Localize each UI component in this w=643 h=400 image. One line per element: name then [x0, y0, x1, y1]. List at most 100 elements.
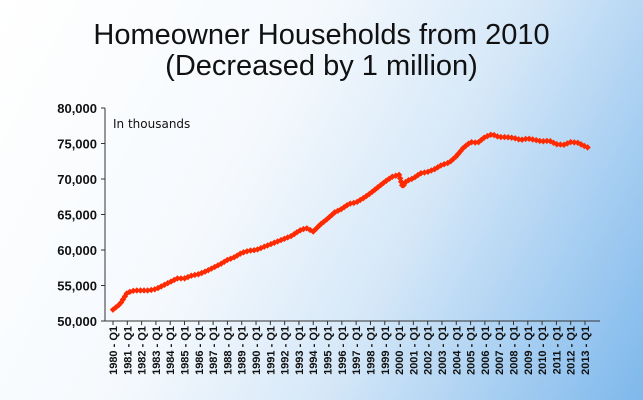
series-point-marker	[250, 246, 258, 254]
x-tick-label: 2003 - Q1	[437, 326, 449, 375]
x-tick-label: 1982 - Q1	[137, 326, 149, 375]
series-point-marker	[508, 134, 515, 141]
series-point-marker	[518, 136, 526, 143]
series-point-marker	[133, 287, 141, 294]
y-tick-label: 55,000	[57, 279, 97, 294]
series-point-marker	[353, 198, 361, 206]
x-tick-label: 1993 - Q1	[294, 326, 306, 375]
series-point-marker	[368, 188, 376, 196]
x-tick-label: 1992 - Q1	[280, 326, 292, 375]
series-point-marker	[511, 135, 519, 142]
y-tick-label: 65,000	[57, 208, 97, 223]
series-point-marker	[574, 139, 582, 146]
series-point-marker	[371, 186, 379, 193]
series-homeowner-households	[109, 131, 591, 313]
series-point-marker	[504, 134, 512, 141]
x-tick-label: 1983 - Q1	[151, 326, 163, 375]
y-tick-label: 50,000	[57, 314, 97, 329]
series-point-marker	[177, 275, 185, 282]
series-point-marker	[515, 136, 522, 143]
x-tick-label: 1991 - Q1	[265, 326, 277, 375]
x-tick-label: 2011 - Q1	[551, 326, 563, 374]
series-point-marker	[119, 296, 127, 303]
series-point-marker	[550, 139, 557, 147]
x-tick-label: 1996 - Q1	[337, 326, 349, 375]
series-point-marker	[459, 145, 467, 152]
series-point-marker	[533, 137, 540, 144]
series-point-marker	[577, 141, 585, 148]
series-point-marker	[547, 138, 554, 145]
y-tick-label: 60,000	[57, 243, 97, 258]
series-point-marker	[198, 269, 205, 277]
series-point-marker	[296, 227, 304, 234]
series-point-marker	[557, 141, 564, 148]
y-tick-label: 70,000	[57, 172, 97, 187]
series-point-marker	[130, 287, 137, 295]
series-point-marker	[525, 135, 533, 143]
series-point-marker	[501, 133, 508, 141]
series-point-marker	[497, 133, 505, 141]
x-tick-label: 1998 - Q1	[365, 326, 377, 375]
chart-title-line-1: Homeowner Households from 2010	[93, 19, 550, 51]
x-tick-label: 1985 - Q1	[180, 326, 192, 375]
x-tick-label: 2012 - Q1	[566, 326, 578, 375]
series-point-marker	[267, 240, 275, 248]
series-line	[112, 133, 590, 311]
x-tick-label: 2010 - Q1	[537, 326, 549, 375]
x-tick-label: 2002 - Q1	[423, 326, 435, 375]
y-axis: 50,000 55,000 60,000 65,000 70,000 75,000 80,0…	[57, 101, 106, 329]
x-tick-label: 1987 - Q1	[208, 326, 220, 375]
x-tick-label: 1989 - Q1	[237, 326, 249, 375]
series-point-marker	[571, 139, 578, 146]
x-tick-label: 1990 - Q1	[251, 326, 263, 375]
series-point-marker	[191, 271, 198, 279]
x-tick-label: 2013 - Q1	[580, 326, 592, 375]
series-point-marker	[137, 287, 144, 294]
series-point-marker	[468, 138, 475, 146]
y-tick-label: 75,000	[57, 137, 97, 152]
x-tick-label: 2009 - Q1	[523, 326, 535, 375]
series-point-marker	[450, 155, 457, 163]
series-point-marker	[174, 275, 181, 282]
x-tick-label: 1980 - Q1	[108, 326, 120, 375]
series-point-marker	[475, 138, 482, 146]
x-tick-label: 2001 - Q1	[408, 326, 420, 375]
series-point-marker	[478, 136, 485, 144]
x-tick-label: 2000 - Q1	[394, 326, 406, 375]
series-point-marker	[201, 268, 209, 275]
series-point-marker	[424, 168, 432, 175]
x-tick-label: 1997 - Q1	[351, 326, 363, 375]
series-point-marker	[374, 184, 381, 191]
series-point-marker	[140, 287, 148, 294]
x-tick-label: 2007 - Q1	[494, 326, 506, 375]
series-point-marker	[553, 141, 561, 148]
x-tick-label: 2005 - Q1	[466, 326, 478, 375]
series-point-marker	[343, 201, 351, 209]
x-tick-label: 1986 - Q1	[194, 326, 206, 375]
series-point-marker	[247, 247, 254, 254]
x-tick-label: 2006 - Q1	[480, 326, 492, 375]
x-tick-label: 1995 - Q1	[323, 326, 335, 375]
series-point-marker	[536, 137, 543, 145]
chart-title: Homeowner Households from 2010 (Decrease…	[0, 20, 643, 82]
x-tick-label: 1981 - Q1	[122, 326, 134, 375]
chart-title-line-2: (Decreased by 1 million)	[165, 50, 478, 82]
series-point-marker	[471, 139, 479, 146]
y-tick-label: 80,000	[57, 101, 97, 116]
x-axis: 1980 - Q1 1981 - Q1 1982 - Q1 1983 - Q1 1984…	[105, 320, 600, 375]
x-tick-label: 2004 - Q1	[451, 326, 463, 375]
series-point-marker	[227, 255, 234, 262]
series-point-marker	[181, 275, 188, 282]
series-point-marker	[303, 225, 310, 232]
series-point-marker	[567, 138, 574, 146]
series-point-marker	[326, 213, 333, 221]
x-tick-label: 1994 - Q1	[308, 326, 320, 375]
series-point-marker	[540, 138, 547, 145]
x-tick-label: 1988 - Q1	[222, 326, 234, 375]
series-point-marker	[261, 243, 268, 250]
series-point-marker	[217, 260, 225, 267]
x-tick-label: 1984 - Q1	[165, 326, 177, 375]
x-tick-label: 2008 - Q1	[508, 326, 520, 375]
series-point-marker	[397, 178, 405, 185]
